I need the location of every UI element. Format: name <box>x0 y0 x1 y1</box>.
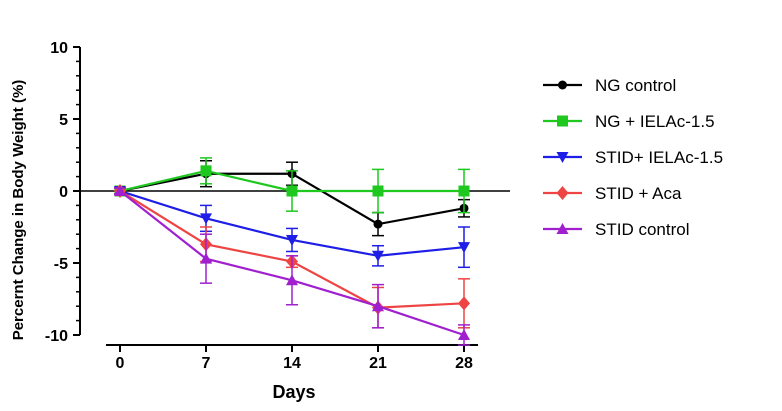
legend-label: NG control <box>595 76 676 95</box>
data-point <box>286 234 298 246</box>
data-point <box>200 165 212 177</box>
legend-marker <box>558 80 567 90</box>
data-point <box>458 242 470 254</box>
data-point <box>373 219 383 229</box>
y-tick-label: -5 <box>54 256 68 273</box>
x-tick-label: 14 <box>283 355 301 372</box>
legend-item-0: NG control <box>543 76 676 95</box>
data-point <box>458 329 470 340</box>
legend: NG control NG + IELAc-1.5 STID+ IELAc-1.5 S… <box>543 76 723 239</box>
y-axis-title: Percernt Change in Body Weight (%) <box>10 80 27 341</box>
data-point <box>200 213 212 225</box>
legend-label: NG + IELAc-1.5 <box>595 112 715 131</box>
data-point <box>372 250 384 262</box>
legend-item-1: NG + IELAc-1.5 <box>543 112 715 131</box>
data-point <box>458 185 470 197</box>
legend-marker <box>556 186 569 200</box>
legend-marker <box>556 223 569 234</box>
data-point <box>286 274 298 286</box>
x-tick-label: 28 <box>455 355 473 372</box>
legend-label: STID control <box>595 220 689 239</box>
x-axis-title: Days <box>272 382 315 402</box>
data-point <box>286 185 298 197</box>
data-point <box>200 252 212 264</box>
data-point <box>114 185 126 196</box>
series-group <box>114 157 470 346</box>
y-axis: 10 5 0 -5 -10 <box>45 40 81 345</box>
y-tick-label: 0 <box>59 184 68 201</box>
y-tick-label: 10 <box>50 40 68 57</box>
data-point <box>372 300 384 312</box>
x-tick-label: 0 <box>116 355 125 372</box>
legend-marker <box>557 115 568 127</box>
legend-item-3: STID + Aca <box>543 184 682 203</box>
legend-item-4: STID control <box>543 220 689 239</box>
y-tick-label: 5 <box>59 112 68 129</box>
x-axis: 0 7 14 21 28 <box>106 344 478 372</box>
y-tick-label: -10 <box>45 328 68 345</box>
series-4 <box>114 185 470 346</box>
legend-item-2: STID+ IELAc-1.5 <box>543 148 723 167</box>
x-tick-label: 21 <box>369 355 387 372</box>
data-point <box>458 296 470 311</box>
legend-marker <box>556 152 569 163</box>
data-point <box>372 185 384 197</box>
x-tick-label: 7 <box>202 355 211 372</box>
legend-label: STID+ IELAc-1.5 <box>595 148 723 167</box>
legend-label: STID + Aca <box>595 184 682 203</box>
